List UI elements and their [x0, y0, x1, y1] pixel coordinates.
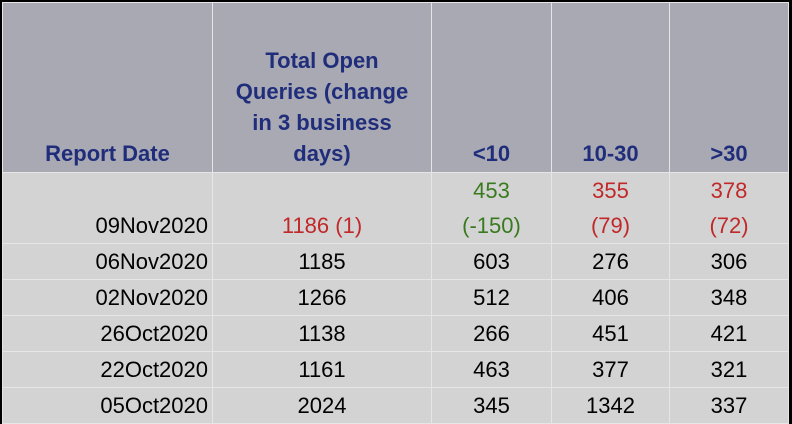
- header-line: Total Open: [265, 48, 379, 73]
- 10-30-cell: 276: [551, 243, 670, 280]
- total-open-cell: 1185: [212, 243, 432, 280]
- table-row: 22Oct2020 1161 463 377 321: [2, 351, 789, 388]
- gt30-cell: 321: [669, 351, 789, 388]
- table-row: 26Oct2020 1138 266 451 421: [2, 315, 789, 352]
- column-header-gt30: >30: [669, 2, 789, 173]
- 10-30-cell: 451: [551, 315, 670, 352]
- report-date-cell: 22Oct2020: [2, 351, 213, 388]
- cell-change: (79): [590, 213, 631, 238]
- gt30-cell: 337: [669, 387, 789, 424]
- 10-30-cell: 355 (79): [551, 172, 670, 244]
- report-date-cell: 05Oct2020: [2, 387, 213, 424]
- header-line: days): [293, 141, 351, 166]
- lt10-cell: 512: [431, 279, 552, 316]
- lt10-cell: 463: [431, 351, 552, 388]
- report-date-cell: 06Nov2020: [2, 243, 213, 280]
- report-date-cell: 02Nov2020: [2, 279, 213, 316]
- lt10-cell: 453 (-150): [431, 172, 552, 244]
- column-header-lt10: <10: [431, 2, 552, 173]
- gt30-cell: 421: [669, 315, 789, 352]
- gt30-cell: 348: [669, 279, 789, 316]
- lt10-cell: 345: [431, 387, 552, 424]
- total-open-cell: 1138: [212, 315, 432, 352]
- cell-change: (-150): [462, 213, 521, 238]
- total-open-cell: 1161: [212, 351, 432, 388]
- header-line: in 3 business: [252, 110, 392, 135]
- column-header-report-date: Report Date: [2, 2, 213, 173]
- table-row: 06Nov2020 1185 603 276 306: [2, 243, 789, 280]
- table-row: 05Oct2020 2024 345 1342 337: [2, 387, 789, 424]
- column-header-total-open-queries: Total Open Queries (change in 3 business…: [212, 2, 432, 173]
- 10-30-cell: 406: [551, 279, 670, 316]
- 10-30-cell: 1342: [551, 387, 670, 424]
- gt30-cell: 378 (72): [669, 172, 789, 244]
- 10-30-cell: 377: [551, 351, 670, 388]
- cell-value: 378: [710, 178, 748, 203]
- column-header-10-30: 10-30: [551, 2, 670, 173]
- total-open-cell: 1266: [212, 279, 432, 316]
- report-date-cell: 26Oct2020: [2, 315, 213, 352]
- cell-change: (72): [709, 213, 749, 238]
- cell-value: 355: [592, 178, 629, 203]
- lt10-cell: 266: [431, 315, 552, 352]
- report-date-cell: 09Nov2020: [2, 172, 213, 244]
- total-open-cell: 1186 (1): [212, 172, 432, 244]
- header-line: Queries (change: [235, 79, 409, 104]
- header-row: Report Date Total Open Queries (change i…: [2, 2, 789, 173]
- table-row: 09Nov2020 1186 (1) 453 (-150) 355 (79) 3…: [2, 172, 789, 244]
- total-open-cell: 2024: [212, 387, 432, 424]
- cell-value: 453: [473, 178, 510, 203]
- gt30-cell: 306: [669, 243, 789, 280]
- table-row: 02Nov2020 1266 512 406 348: [2, 279, 789, 316]
- lt10-cell: 603: [431, 243, 552, 280]
